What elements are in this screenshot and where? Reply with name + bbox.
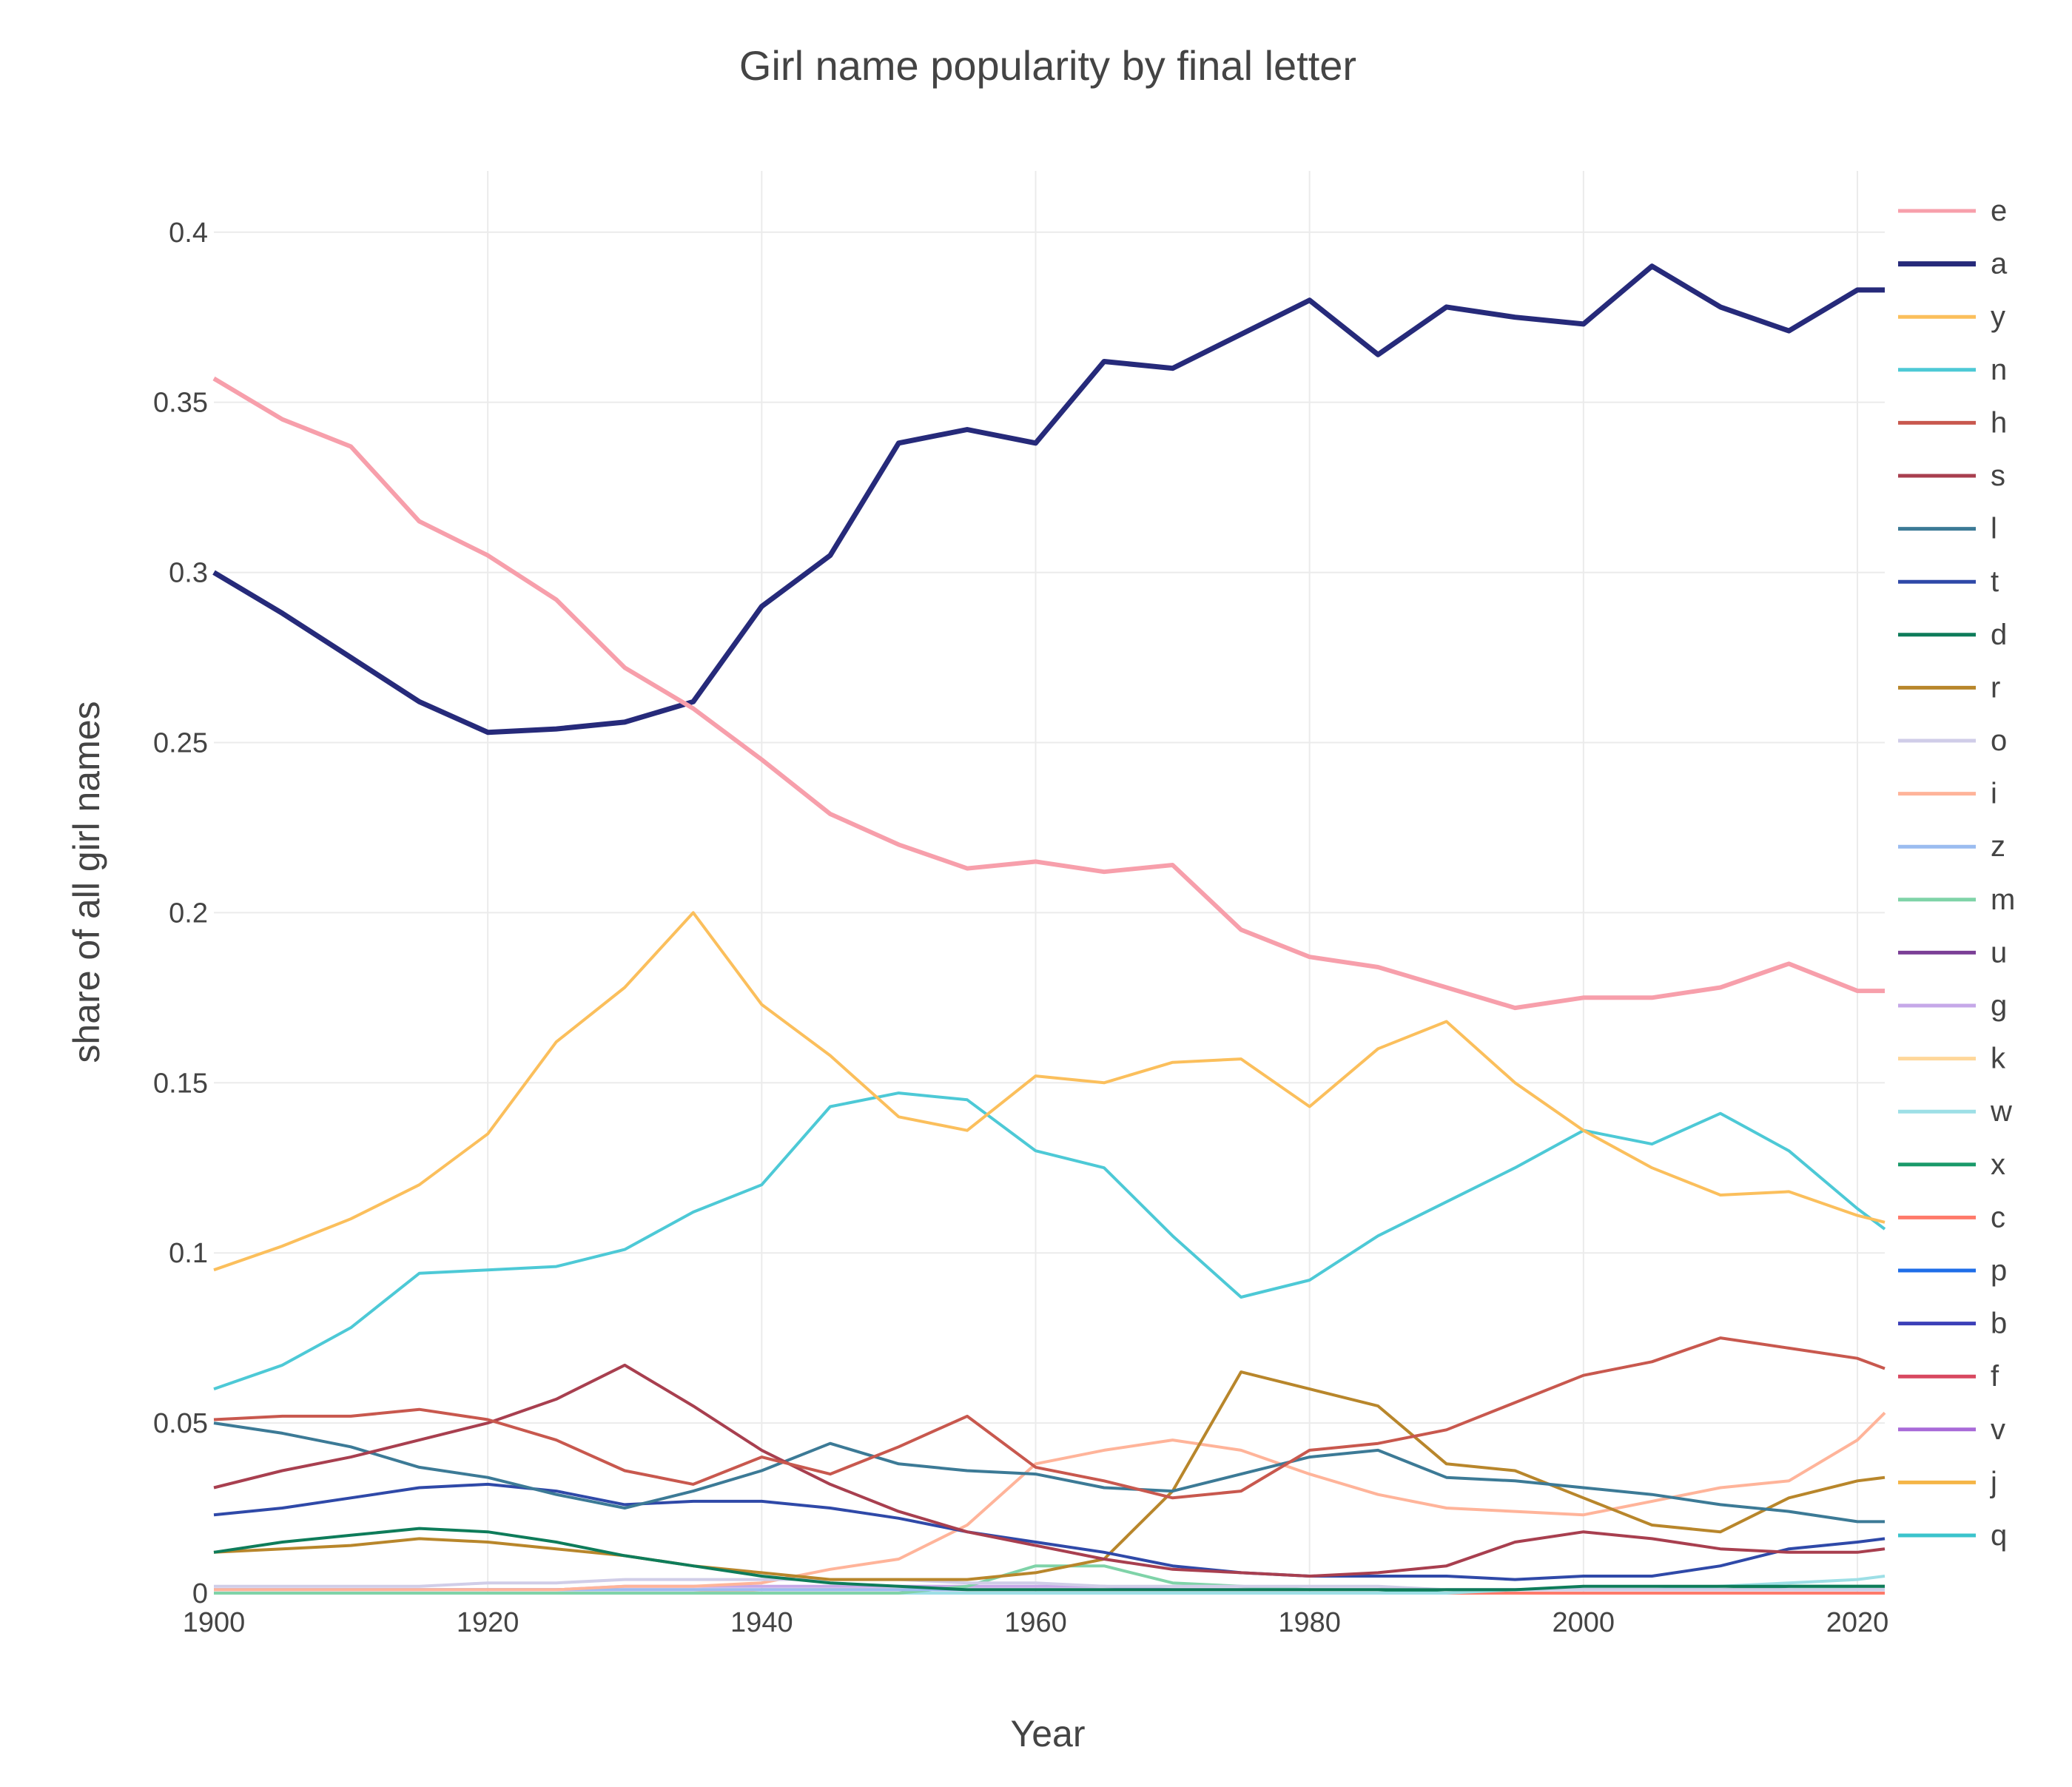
chart-title: Girl name popularity by final letter (739, 42, 1356, 89)
y-tick-label: 0.05 (153, 1408, 208, 1439)
y-axis-ticks: 0 0.05 0.1 0.15 0.2 0.25 0.3 0.35 0.4 (153, 218, 208, 1609)
y-tick-label: 0.4 (169, 218, 208, 249)
legend-item-t[interactable]: t (1898, 565, 1999, 598)
legend-item-r[interactable]: r (1898, 671, 2000, 704)
legend-label: m (1991, 884, 2015, 916)
legend-item-o[interactable]: o (1898, 724, 2007, 757)
legend-item-c[interactable]: c (1898, 1201, 2005, 1234)
legend-label: j (1990, 1466, 1997, 1498)
x-tick-label: 2020 (1826, 1607, 1889, 1638)
legend-item-v[interactable]: v (1898, 1413, 2005, 1446)
legend-item-p[interactable]: p (1898, 1254, 2007, 1287)
legend-label: p (1991, 1254, 2007, 1287)
legend-item-g[interactable]: g (1898, 989, 2007, 1022)
series-line-h (213, 1336, 1886, 1500)
series-line-o (214, 1578, 1885, 1592)
legend-item-x[interactable]: x (1898, 1148, 2005, 1181)
legend-label: l (1991, 513, 1997, 545)
x-tick-label: 1960 (1004, 1607, 1067, 1638)
y-axis-label: share of all girl names (66, 701, 107, 1063)
series-line-i (214, 1411, 1886, 1592)
legend-item-y[interactable]: y (1898, 300, 2005, 333)
series-line-l (213, 1421, 1885, 1524)
x-axis-ticks: 1900 1920 1940 1960 1980 2000 2020 (183, 1607, 1889, 1638)
legend-item-f[interactable]: f (1898, 1360, 1999, 1393)
legend-label: b (1991, 1308, 2007, 1340)
legend-item-w[interactable]: w (1898, 1095, 2012, 1128)
legend-item-k[interactable]: k (1898, 1043, 2006, 1075)
legend-label: d (1991, 619, 2007, 651)
legend-label: n (1991, 354, 2007, 386)
legend-item-d[interactable]: d (1898, 619, 2007, 651)
legend-item-m[interactable]: m (1898, 884, 2015, 916)
legend-label: z (1991, 830, 2005, 863)
legend-item-j[interactable]: j (1898, 1466, 1997, 1498)
legend-item-n[interactable]: n (1898, 354, 2007, 386)
series-line-d (213, 1527, 1885, 1592)
y-tick-label: 0 (192, 1578, 208, 1609)
legend-item-e[interactable]: e (1898, 195, 2007, 227)
legend-label: s (1991, 460, 2005, 492)
legend-label: r (1991, 671, 2000, 704)
y-tick-label: 0.25 (153, 727, 208, 758)
legend-label: q (1991, 1519, 2007, 1552)
y-tick-label: 0.35 (153, 388, 208, 419)
series-line-r (213, 1370, 1886, 1581)
series-line-t (213, 1482, 1886, 1581)
legend-label: g (1991, 989, 2007, 1022)
legend-label: c (1991, 1201, 2005, 1234)
series-line-s (213, 1363, 1886, 1578)
legend-label: e (1991, 195, 2007, 227)
y-tick-label: 0.2 (169, 898, 208, 929)
series-lines (212, 263, 1886, 1595)
legend-item-i[interactable]: i (1898, 778, 1997, 810)
x-axis-label: Year (1010, 1713, 1085, 1754)
legend-item-l[interactable]: l (1898, 513, 1997, 545)
y-tick-label: 0.15 (153, 1068, 208, 1099)
x-tick-label: 1940 (730, 1607, 793, 1638)
series-line-n (213, 1091, 1886, 1390)
legend-item-u[interactable]: u (1898, 936, 2007, 969)
legend-item-s[interactable]: s (1898, 460, 2005, 492)
series-line-e (212, 376, 1885, 1011)
legend-label: f (1991, 1360, 1999, 1393)
series-line-a (212, 263, 1885, 736)
legend-label: u (1991, 936, 2007, 969)
legend-label: a (1991, 248, 2008, 280)
legend-label: h (1991, 406, 2007, 439)
legend-label: o (1991, 724, 2007, 757)
x-tick-label: 1920 (457, 1607, 519, 1638)
legend-item-z[interactable]: z (1898, 830, 2005, 863)
y-tick-label: 0.3 (169, 558, 208, 589)
x-tick-label: 1980 (1278, 1607, 1341, 1638)
legend-item-h[interactable]: h (1898, 406, 2007, 439)
legend-label: y (1991, 300, 2005, 333)
y-tick-label: 0.1 (169, 1238, 208, 1269)
legend-label: t (1991, 565, 1999, 598)
legend-item-b[interactable]: b (1898, 1308, 2007, 1340)
grid (214, 171, 1885, 1594)
legend-label: i (1991, 778, 1997, 810)
x-tick-label: 2000 (1553, 1607, 1615, 1638)
x-tick-label: 1900 (183, 1607, 246, 1638)
legend-label: k (1991, 1043, 2006, 1075)
series-line-y (213, 911, 1886, 1272)
legend-item-a[interactable]: a (1898, 248, 2008, 280)
legend-label: v (1991, 1413, 2005, 1446)
legend-label: w (1990, 1095, 2012, 1128)
legend-label: x (1991, 1148, 2005, 1181)
legend-item-q[interactable]: q (1898, 1519, 2007, 1552)
